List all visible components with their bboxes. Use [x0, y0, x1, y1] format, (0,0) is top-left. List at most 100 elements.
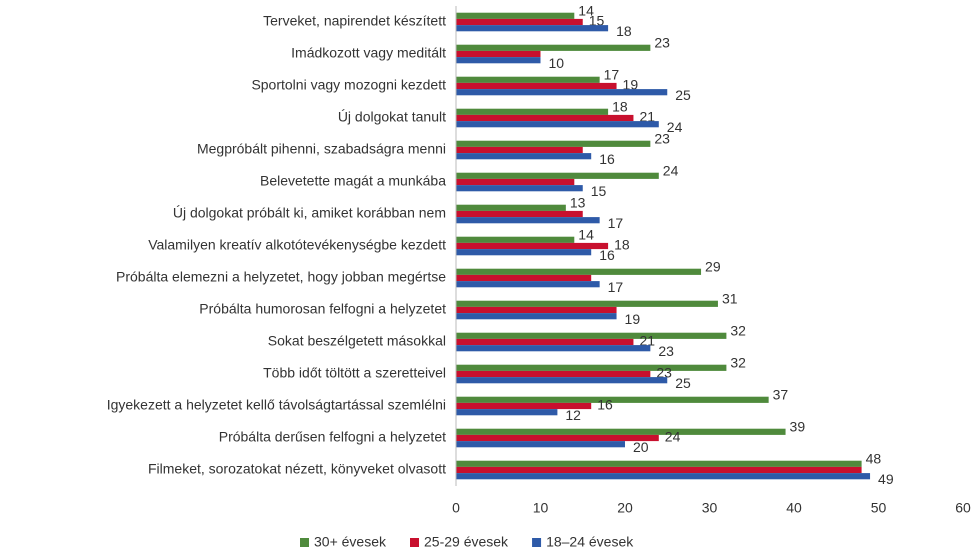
- category-label: Filmeket, sorozatokat nézett, könyveket …: [148, 461, 446, 477]
- bar: [456, 434, 659, 442]
- bar: [456, 204, 566, 211]
- bar: [456, 338, 634, 346]
- category-label: Próbálta humorosan felfogni a helyzetet: [199, 301, 446, 317]
- bar: [456, 473, 871, 480]
- bar: [456, 25, 609, 32]
- bar: [456, 114, 634, 122]
- bar: [456, 44, 651, 51]
- data-label: 13: [570, 195, 586, 211]
- x-tick-label: 30: [702, 500, 718, 516]
- data-label: 18: [612, 99, 628, 115]
- bar: [456, 466, 862, 474]
- bar: [456, 345, 651, 352]
- data-label: 25: [675, 375, 691, 391]
- category-label: Imádkozott vagy meditált: [291, 45, 446, 61]
- bar: [456, 236, 575, 243]
- bar: [456, 409, 558, 416]
- data-label: 17: [604, 67, 620, 83]
- category-label: Sportolni vagy mozogni kezdett: [251, 77, 446, 93]
- bar: [456, 210, 583, 218]
- data-label: 12: [565, 407, 581, 423]
- data-label: 24: [663, 163, 679, 179]
- bar: [456, 82, 617, 90]
- legend-swatch: [532, 538, 542, 547]
- x-tick-label: 60: [955, 500, 971, 516]
- data-label: 18: [616, 23, 632, 39]
- category-label: Belevetette magát a munkába: [260, 173, 446, 189]
- data-label: 21: [639, 333, 655, 349]
- bar: [456, 313, 617, 320]
- bar: [456, 185, 583, 192]
- data-label: 17: [608, 279, 624, 295]
- bar: [456, 281, 600, 288]
- data-label: 16: [599, 151, 615, 167]
- legend-swatch: [300, 538, 309, 547]
- data-label: 16: [597, 397, 613, 413]
- data-label: 14: [578, 3, 594, 19]
- data-label: 15: [591, 183, 607, 199]
- category-label: Próbálta derűsen felfogni a helyzetet: [219, 429, 446, 445]
- category-label: Új dolgokat tanult: [338, 109, 446, 125]
- x-tick-label: 10: [533, 500, 549, 516]
- data-label: 32: [730, 323, 746, 339]
- data-label: 24: [667, 119, 683, 135]
- bar: [456, 172, 659, 179]
- bar: [456, 441, 625, 448]
- bar: [456, 18, 583, 26]
- bar: [456, 57, 541, 64]
- category-label: Terveket, napirendet készített: [263, 13, 446, 29]
- data-label: 39: [790, 419, 806, 435]
- category-label: Próbálta elemezni a helyzetet, hogy jobb…: [116, 269, 446, 285]
- data-label: 32: [730, 355, 746, 371]
- data-label: 23: [654, 35, 670, 51]
- x-tick-label: 40: [786, 500, 802, 516]
- category-label: Megpróbált pihenni, szabadságra menni: [197, 141, 446, 157]
- bar: [456, 50, 541, 58]
- category-label: Több időt töltött a szeretteivel: [263, 365, 446, 381]
- bar: [456, 300, 718, 307]
- bar: [456, 364, 727, 371]
- category-label: Új dolgokat próbált ki, amiket korábban …: [173, 205, 446, 221]
- bar: [456, 89, 668, 96]
- data-label: 23: [656, 365, 672, 381]
- data-label: 15: [589, 13, 605, 29]
- bar: [456, 402, 592, 410]
- legend-label: 30+ évesek: [314, 534, 387, 550]
- bar: [456, 121, 659, 128]
- bar: [456, 370, 651, 378]
- data-label: 20: [633, 439, 649, 455]
- bar: [456, 140, 651, 147]
- bar: [456, 377, 668, 384]
- x-tick-label: 0: [452, 500, 460, 516]
- bar: [456, 153, 592, 160]
- data-label: 21: [639, 109, 655, 125]
- data-label: 25: [675, 87, 691, 103]
- bar: [456, 249, 592, 256]
- data-label: 14: [578, 227, 594, 243]
- bar: [456, 274, 592, 282]
- data-label: 29: [705, 259, 721, 275]
- data-label: 19: [623, 77, 639, 93]
- category-label: Sokat beszélgetett másokkal: [268, 333, 446, 349]
- bar: [456, 108, 609, 115]
- bar: [456, 268, 702, 275]
- x-tick-label: 50: [871, 500, 887, 516]
- category-label: Igyekezett a helyzetet kellő távolságtar…: [107, 397, 446, 413]
- legend-swatch: [410, 538, 419, 547]
- bar: [456, 428, 786, 435]
- legend-label: 18–24 évesek: [546, 534, 634, 550]
- bar: [456, 396, 769, 403]
- bar: [456, 306, 617, 314]
- data-label: 48: [866, 451, 882, 467]
- data-label: 19: [625, 311, 641, 327]
- bar: [456, 146, 583, 154]
- data-label: 18: [614, 237, 630, 253]
- bar: [456, 460, 862, 467]
- data-label: 23: [658, 343, 674, 359]
- bar: [456, 76, 600, 83]
- data-label: 10: [549, 55, 565, 71]
- bar: [456, 12, 575, 19]
- data-label: 49: [878, 471, 894, 487]
- bar: [456, 242, 609, 250]
